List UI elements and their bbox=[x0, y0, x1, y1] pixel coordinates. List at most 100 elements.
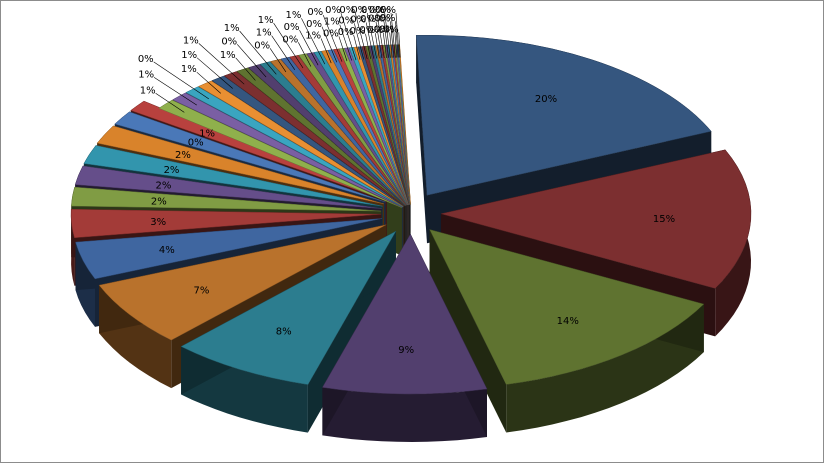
leader-line-40 bbox=[366, 12, 377, 59]
data-label-49: 0% bbox=[375, 5, 391, 16]
slice-8 bbox=[71, 186, 382, 212]
leader-line-29 bbox=[320, 38, 332, 64]
slice-12 bbox=[114, 111, 386, 203]
leader-line-38 bbox=[365, 33, 371, 59]
slice-18 bbox=[211, 75, 404, 207]
slice-10 bbox=[83, 145, 383, 207]
data-label-3: 9% bbox=[398, 345, 414, 356]
slice-24 bbox=[280, 56, 407, 206]
slice-3 bbox=[322, 233, 488, 395]
leader-line-25 bbox=[273, 22, 304, 69]
data-label-6: 4% bbox=[159, 245, 175, 256]
leader-line-23 bbox=[269, 48, 287, 73]
leader-line-31 bbox=[322, 14, 343, 62]
slice-15 bbox=[172, 92, 403, 208]
data-label-48: 0% bbox=[375, 13, 391, 24]
data-label-15: 1% bbox=[138, 69, 154, 80]
data-label-35: 0% bbox=[338, 27, 354, 38]
data-label-31: 0% bbox=[307, 7, 323, 18]
leader-line-16 bbox=[153, 61, 209, 100]
data-labels: 20%15%14%9%8%7%4%3%2%2%2%2%0%1%1%1%0%1%1… bbox=[138, 5, 675, 356]
data-label-26: 0% bbox=[282, 34, 298, 45]
leader-line-18 bbox=[196, 57, 233, 89]
leader-line-15 bbox=[153, 77, 197, 106]
leader-line-37 bbox=[355, 12, 368, 60]
leader-line-53 bbox=[398, 32, 401, 58]
data-label-8: 2% bbox=[151, 197, 167, 208]
slice-side-3 bbox=[322, 387, 487, 442]
data-label-46: 0% bbox=[369, 5, 385, 16]
slice-16 bbox=[185, 86, 403, 208]
slice-wall-2-1 bbox=[429, 229, 507, 433]
leader-line-19 bbox=[198, 43, 245, 85]
slice-7 bbox=[70, 208, 382, 239]
slice-side-2 bbox=[506, 304, 704, 433]
slice-6 bbox=[75, 218, 383, 280]
data-label-43: 0% bbox=[361, 5, 377, 16]
leader-line-45 bbox=[383, 21, 389, 58]
data-label-47: 0% bbox=[374, 25, 390, 36]
slice-21 bbox=[247, 64, 406, 206]
data-label-5: 7% bbox=[193, 285, 209, 296]
slice-13 bbox=[130, 100, 387, 201]
data-label-21: 0% bbox=[221, 36, 237, 47]
slice-wall-0-0 bbox=[416, 35, 427, 244]
data-label-41: 0% bbox=[359, 25, 375, 36]
leader-line-21 bbox=[236, 44, 267, 78]
slice-1 bbox=[440, 149, 752, 289]
slice-tops bbox=[70, 34, 752, 395]
data-label-0: 20% bbox=[535, 94, 557, 105]
slice-0 bbox=[415, 34, 712, 196]
leader-line-47 bbox=[389, 32, 393, 58]
data-label-20: 1% bbox=[220, 50, 236, 61]
data-label-17: 1% bbox=[181, 64, 197, 75]
data-label-1: 15% bbox=[653, 214, 675, 225]
slice-23 bbox=[269, 58, 407, 206]
leader-line-41 bbox=[375, 33, 380, 59]
data-label-52: 0% bbox=[380, 5, 396, 16]
leader-line-50 bbox=[394, 32, 397, 58]
slice-17 bbox=[198, 80, 404, 207]
data-label-2: 14% bbox=[557, 316, 579, 327]
data-label-33: 1% bbox=[324, 17, 340, 28]
slice-2 bbox=[429, 229, 705, 385]
data-label-30: 0% bbox=[306, 19, 322, 30]
leader-line-22 bbox=[239, 30, 277, 75]
data-label-40: 0% bbox=[351, 5, 367, 16]
leader-line-20 bbox=[235, 57, 256, 81]
data-label-22: 1% bbox=[224, 23, 240, 34]
data-label-32: 0% bbox=[323, 28, 339, 39]
leader-line-28 bbox=[301, 18, 326, 65]
data-label-44: 0% bbox=[367, 25, 383, 36]
data-label-27: 0% bbox=[284, 22, 300, 33]
leader-line-30 bbox=[321, 26, 338, 63]
leader-line-14 bbox=[155, 93, 185, 113]
data-label-4: 8% bbox=[276, 327, 292, 338]
slice-22 bbox=[259, 61, 406, 206]
leader-line-39 bbox=[365, 22, 374, 59]
data-label-23: 0% bbox=[254, 40, 270, 51]
slice-27 bbox=[306, 52, 408, 206]
leader-line-42 bbox=[375, 21, 383, 59]
leader-line-36 bbox=[354, 23, 364, 60]
data-label-29: 1% bbox=[305, 31, 321, 42]
leader-line-44 bbox=[383, 32, 387, 58]
slice-5 bbox=[98, 224, 387, 341]
leader-lines bbox=[153, 12, 401, 113]
leader-line-46 bbox=[384, 12, 391, 58]
data-label-37: 0% bbox=[339, 5, 355, 16]
data-label-36: 0% bbox=[338, 15, 354, 26]
leader-line-26 bbox=[298, 42, 312, 67]
data-label-14: 1% bbox=[140, 85, 156, 96]
leader-line-24 bbox=[271, 35, 296, 70]
leader-line-48 bbox=[390, 21, 395, 58]
slice-25 bbox=[289, 55, 407, 206]
leader-line-35 bbox=[353, 34, 361, 60]
data-label-53: 0% bbox=[383, 24, 399, 35]
data-label-25: 1% bbox=[258, 15, 274, 26]
leader-line-34 bbox=[340, 13, 357, 61]
leader-line-17 bbox=[196, 71, 221, 94]
slice-9 bbox=[74, 165, 382, 209]
